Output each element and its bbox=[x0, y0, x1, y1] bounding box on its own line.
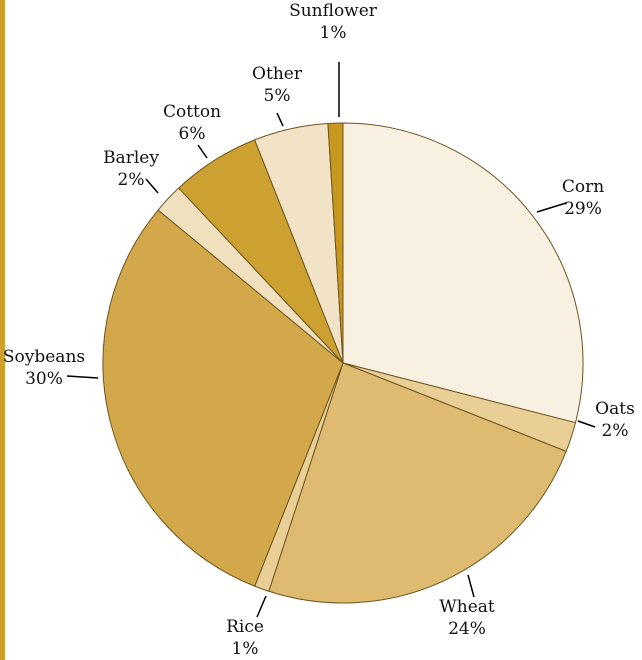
pie-slice-wheat bbox=[268, 362, 567, 604]
slice-label-corn: Corn bbox=[562, 177, 604, 197]
slice-label-barley: Barley bbox=[103, 148, 159, 168]
slice-label-rice: Rice bbox=[226, 617, 264, 637]
leader-line-oats bbox=[577, 420, 596, 428]
leader-line-rice bbox=[256, 595, 267, 618]
pie-slice-corn bbox=[342, 122, 584, 424]
slice-label-oats: Oats bbox=[595, 399, 635, 419]
leader-line-other bbox=[276, 112, 284, 127]
slice-percent-wheat: 24% bbox=[448, 619, 486, 639]
leader-line-wheat bbox=[467, 574, 475, 598]
leader-line-soybeans bbox=[66, 375, 99, 379]
slice-percent-other: 5% bbox=[264, 86, 291, 106]
slice-label-sunflower: Sunflower bbox=[289, 1, 378, 21]
slice-label-other: Other bbox=[252, 64, 303, 84]
slice-label-soybeans: Soybeans bbox=[3, 347, 85, 367]
slice-label-wheat: Wheat bbox=[439, 597, 495, 617]
slice-percent-corn: 29% bbox=[564, 199, 602, 219]
slice-label-cotton: Cotton bbox=[163, 102, 221, 122]
slice-percent-oats: 2% bbox=[602, 421, 629, 441]
leader-line-barley bbox=[145, 178, 159, 194]
leader-line-corn bbox=[536, 202, 567, 213]
leader-line-cotton bbox=[197, 144, 208, 159]
slice-percent-rice: 1% bbox=[232, 639, 259, 659]
slice-percent-barley: 2% bbox=[118, 170, 145, 190]
slice-percent-soybeans: 30% bbox=[25, 369, 63, 389]
left-border-rule bbox=[0, 0, 5, 660]
slice-percent-sunflower: 1% bbox=[320, 23, 347, 43]
pie-slice-soybeans bbox=[102, 209, 344, 587]
pie-slice-sunflower bbox=[327, 122, 344, 364]
slice-percent-cotton: 6% bbox=[179, 124, 206, 144]
